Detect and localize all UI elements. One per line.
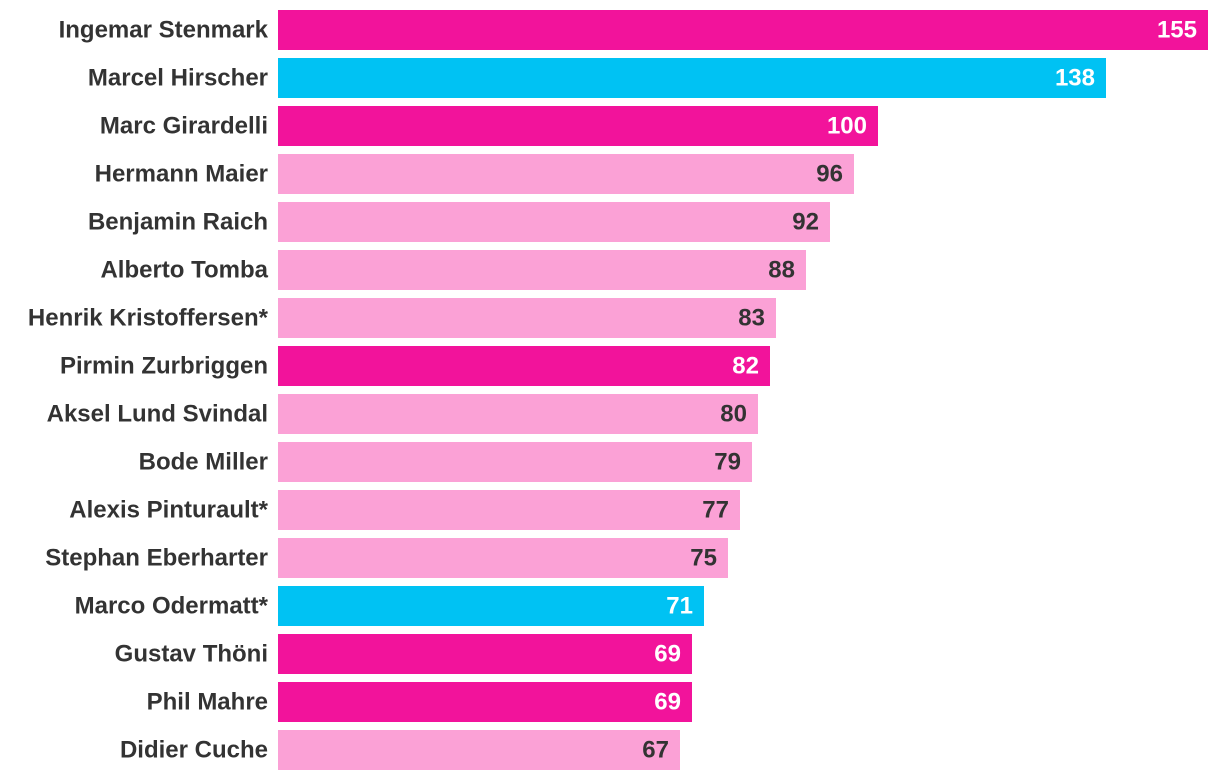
bar — [278, 394, 758, 434]
value-label: 82 — [732, 353, 759, 380]
value-label: 96 — [816, 161, 843, 188]
value-label: 69 — [654, 689, 681, 716]
bar — [278, 154, 854, 194]
value-label: 79 — [714, 449, 741, 476]
bar — [278, 346, 770, 386]
value-label: 155 — [1157, 17, 1197, 44]
value-label: 92 — [792, 209, 819, 236]
category-label: Alberto Tomba — [100, 257, 268, 284]
bar — [278, 682, 692, 722]
value-label: 83 — [738, 305, 765, 332]
category-label: Henrik Kristoffersen* — [28, 305, 269, 332]
category-label: Aksel Lund Svindal — [47, 401, 268, 428]
value-label: 138 — [1055, 65, 1095, 92]
bar — [278, 634, 692, 674]
category-label: Pirmin Zurbriggen — [60, 353, 268, 380]
value-label: 71 — [666, 593, 693, 620]
value-label: 88 — [768, 257, 795, 284]
bar — [278, 106, 878, 146]
bar — [278, 586, 704, 626]
bar — [278, 538, 728, 578]
category-label: Stephan Eberharter — [45, 545, 268, 572]
bar — [278, 58, 1106, 98]
bar — [278, 250, 806, 290]
value-label: 75 — [690, 545, 717, 572]
bar — [278, 202, 830, 242]
value-label: 67 — [642, 737, 669, 764]
value-label: 100 — [827, 113, 867, 140]
bar — [278, 490, 740, 530]
bar — [278, 10, 1208, 50]
category-label: Hermann Maier — [95, 161, 268, 188]
category-label: Ingemar Stenmark — [59, 17, 269, 44]
bar — [278, 730, 680, 770]
category-label: Didier Cuche — [120, 737, 268, 764]
bar — [278, 442, 752, 482]
value-label: 80 — [720, 401, 747, 428]
category-labels: Ingemar Stenmark Marcel Hirscher Marc Gira… — [28, 17, 269, 764]
category-label: Marc Girardelli — [100, 113, 268, 140]
value-label: 69 — [654, 641, 681, 668]
bars — [278, 10, 1208, 770]
category-label: Marcel Hirscher — [88, 65, 268, 92]
category-label: Benjamin Raich — [88, 209, 268, 236]
category-label: Marco Odermatt* — [75, 593, 269, 620]
category-label: Bode Miller — [139, 449, 268, 476]
bar — [278, 298, 776, 338]
category-label: Alexis Pinturault* — [69, 497, 268, 524]
category-label: Gustav Thöni — [115, 641, 268, 668]
value-label: 77 — [702, 497, 729, 524]
category-label: Phil Mahre — [147, 689, 268, 716]
